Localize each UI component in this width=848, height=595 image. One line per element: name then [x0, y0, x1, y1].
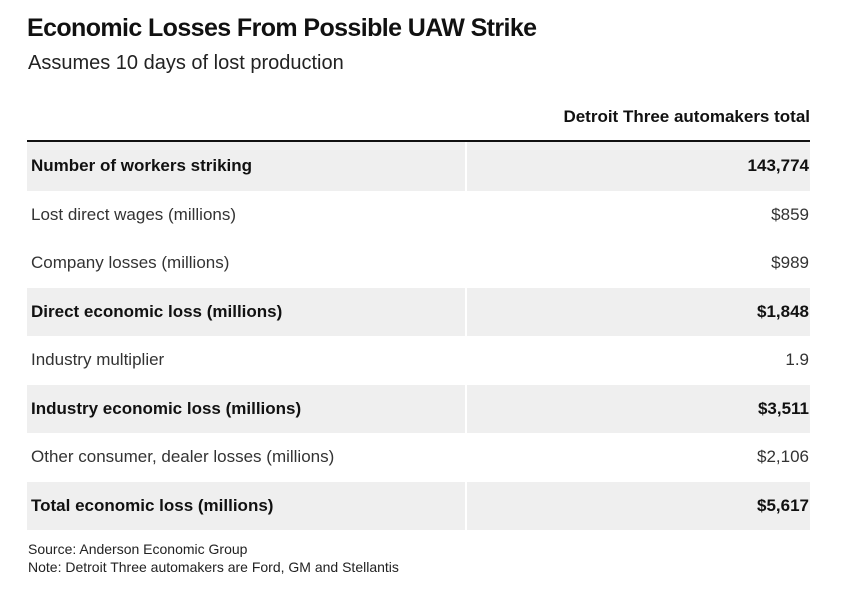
row-value: 1.9: [785, 350, 809, 370]
row-label: Company losses (millions): [31, 253, 230, 273]
table-row: Industry economic loss (millions) $3,511: [27, 384, 810, 433]
column-divider: [465, 481, 467, 530]
row-label: Industry economic loss (millions): [31, 398, 302, 418]
chart-title: Economic Losses From Possible UAW Strike: [27, 14, 537, 42]
table-row: Lost direct wages (millions) $859: [27, 190, 810, 239]
row-label: Other consumer, dealer losses (millions): [31, 447, 335, 467]
row-value: $5,617: [757, 495, 809, 515]
column-divider: [465, 287, 467, 336]
row-label: Total economic loss (millions): [31, 495, 274, 515]
table-row: Other consumer, dealer losses (millions)…: [27, 433, 810, 482]
row-value: $2,106: [757, 447, 809, 467]
row-label: Direct economic loss (millions): [31, 301, 283, 321]
column-divider: [465, 190, 467, 239]
table-header: Detroit Three automakers total: [27, 100, 810, 142]
source-note: Source: Anderson Economic Group: [28, 541, 248, 557]
row-value: 143,774: [747, 156, 809, 176]
row-value: $1,848: [757, 301, 809, 321]
column-divider: [465, 336, 467, 385]
table-row: Total economic loss (millions) $5,617: [27, 481, 810, 530]
row-label: Industry multiplier: [31, 350, 165, 370]
data-table: Detroit Three automakers total Number of…: [27, 100, 810, 530]
row-value: $989: [771, 253, 809, 273]
footnote: Note: Detroit Three automakers are Ford,…: [28, 559, 399, 575]
column-header-total: Detroit Three automakers total: [563, 107, 810, 126]
row-value: $859: [771, 204, 809, 224]
table-row: Industry multiplier 1.9: [27, 336, 810, 385]
table-row: Number of workers striking 143,774: [27, 142, 810, 191]
column-divider: [465, 142, 467, 191]
row-value: $3,511: [757, 398, 809, 418]
footer: Source: Anderson Economic Group Note: De…: [28, 540, 399, 576]
table-row: Direct economic loss (millions) $1,848: [27, 287, 810, 336]
table-body: Number of workers striking 143,774 Lost di…: [27, 142, 810, 530]
column-divider: [465, 384, 467, 433]
chart-subtitle: Assumes 10 days of lost production: [28, 52, 344, 74]
column-divider: [465, 433, 467, 482]
column-divider: [465, 239, 467, 288]
row-label: Number of workers striking: [31, 156, 253, 176]
row-label: Lost direct wages (millions): [31, 204, 237, 224]
table-row: Company losses (millions) $989: [27, 239, 810, 288]
